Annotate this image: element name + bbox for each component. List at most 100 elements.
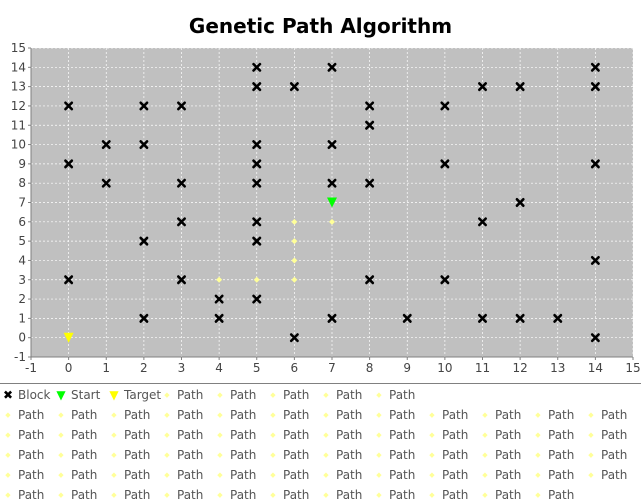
legend-label: Path <box>548 427 575 442</box>
legend-item-path: ◆ Path <box>1 486 44 502</box>
legend-item-path: ◆ Path <box>319 386 362 402</box>
legend-label: Path <box>230 387 257 402</box>
block-marker <box>289 82 299 92</box>
block-marker <box>515 82 525 92</box>
x-tick-label: -1 <box>25 361 37 375</box>
block-marker <box>177 275 186 285</box>
block-marker <box>252 62 262 72</box>
x-tick-label: 14 <box>588 361 603 375</box>
block-marker <box>590 333 600 343</box>
legend-diamond-icon: ◆ <box>376 490 382 499</box>
legend-diamond-icon: ◆ <box>429 430 435 439</box>
legend-diamond-icon: ◆ <box>588 430 594 439</box>
block-marker <box>440 101 450 111</box>
legend-diamond-icon: ◆ <box>376 470 382 479</box>
block-marker <box>101 140 111 150</box>
legend-label: Path <box>230 427 257 442</box>
legend-label: Path <box>71 467 98 482</box>
legend-item-path: ◆ Path <box>531 486 574 502</box>
legend-diamond-icon: ◆ <box>164 390 170 399</box>
y-tick-label: 5 <box>18 234 26 248</box>
legend-diamond-icon: ◆ <box>376 450 382 459</box>
block-marker <box>327 178 337 188</box>
legend-label: Path <box>283 487 310 502</box>
legend-label: Path <box>495 487 522 502</box>
legend-label: Path <box>442 447 469 462</box>
legend-label: Path <box>177 487 204 502</box>
legend-label: Path <box>336 447 363 462</box>
legend-item-path: ◆ Path <box>54 426 97 442</box>
legend-label: Path <box>336 407 363 422</box>
legend-item-path: ◆ Path <box>107 466 150 482</box>
legend-diamond-icon: ◆ <box>482 490 488 499</box>
legend-label: Path <box>177 467 204 482</box>
legend-label: Path <box>71 407 98 422</box>
block-marker <box>139 101 149 111</box>
y-tick-label: 0 <box>18 331 26 345</box>
legend: ✖ Block ▼ Start ▼ Target ◆ Path ◆ Path ◆ Path ◆ Path ◆… <box>0 383 641 502</box>
block-marker <box>590 82 600 92</box>
legend-label: Path <box>548 467 575 482</box>
legend-diamond-icon: ◆ <box>482 430 488 439</box>
block-marker <box>252 236 262 246</box>
legend-diamond-icon: ◆ <box>588 470 594 479</box>
legend-label: Path <box>71 447 98 462</box>
legend-label: Path <box>336 467 363 482</box>
block-marker <box>177 101 186 111</box>
x-tick-label: 5 <box>253 361 261 375</box>
block-marker <box>440 275 450 285</box>
y-tick-label: -1 <box>14 350 26 364</box>
legend-item-path: ◆ Path <box>531 446 574 462</box>
legend-diamond-icon: ◆ <box>376 390 382 399</box>
legend-label: Path <box>283 407 310 422</box>
legend-label: Path <box>124 487 151 502</box>
legend-diamond-icon: ◆ <box>323 390 329 399</box>
legend-item-path: ◆ Path <box>478 466 521 482</box>
y-tick-label: 7 <box>18 196 26 210</box>
legend-diamond-icon: ◆ <box>164 470 170 479</box>
legend-item-path: ◆ Path <box>107 426 150 442</box>
legend-item-path: ◆ Path <box>54 406 97 422</box>
legend-item-path: ◆ Path <box>531 466 574 482</box>
legend-label: Path <box>283 427 310 442</box>
x-tick-label: 9 <box>403 361 411 375</box>
legend-label: Path <box>230 407 257 422</box>
legend-label: Path <box>495 447 522 462</box>
x-tick-label: 12 <box>512 361 527 375</box>
legend-label: Path <box>18 427 45 442</box>
legend-label: Path <box>389 467 416 482</box>
legend-label: Path <box>548 407 575 422</box>
path-marker <box>291 218 298 225</box>
legend-item-path: ◆ Path <box>1 406 44 422</box>
legend-item-path: ◆ Path <box>319 446 362 462</box>
legend-label: Path <box>71 487 98 502</box>
block-marker <box>327 62 337 72</box>
x-tick-label: 0 <box>65 361 73 375</box>
legend-label: Path <box>389 427 416 442</box>
legend-diamond-icon: ◆ <box>535 490 541 499</box>
legend-item-path: ◆ Path <box>478 406 521 422</box>
block-marker <box>214 294 224 304</box>
legend-label: Start <box>71 387 101 402</box>
block-marker <box>64 275 74 285</box>
path-marker <box>291 257 298 264</box>
legend-label: Path <box>283 387 310 402</box>
legend-label: Path <box>601 447 628 462</box>
legend-item-path: ◆ Path <box>425 406 468 422</box>
legend-diamond-icon: ◆ <box>429 470 435 479</box>
legend-diamond-icon: ◆ <box>323 430 329 439</box>
block-marker <box>139 236 149 246</box>
path-marker <box>291 276 298 283</box>
legend-label: Path <box>442 427 469 442</box>
path-marker <box>291 238 298 245</box>
legend-item-block: ✖ Block <box>1 386 51 402</box>
legend-item-path: ◆ Path <box>107 446 150 462</box>
legend-label: Path <box>601 427 628 442</box>
legend-diamond-icon: ◆ <box>5 490 11 499</box>
block-marker <box>402 313 412 323</box>
legend-diamond-icon: ◆ <box>217 470 223 479</box>
block-marker <box>289 333 299 343</box>
legend-item-path: ◆ Path <box>319 406 362 422</box>
legend-diamond-icon: ◆ <box>270 470 276 479</box>
